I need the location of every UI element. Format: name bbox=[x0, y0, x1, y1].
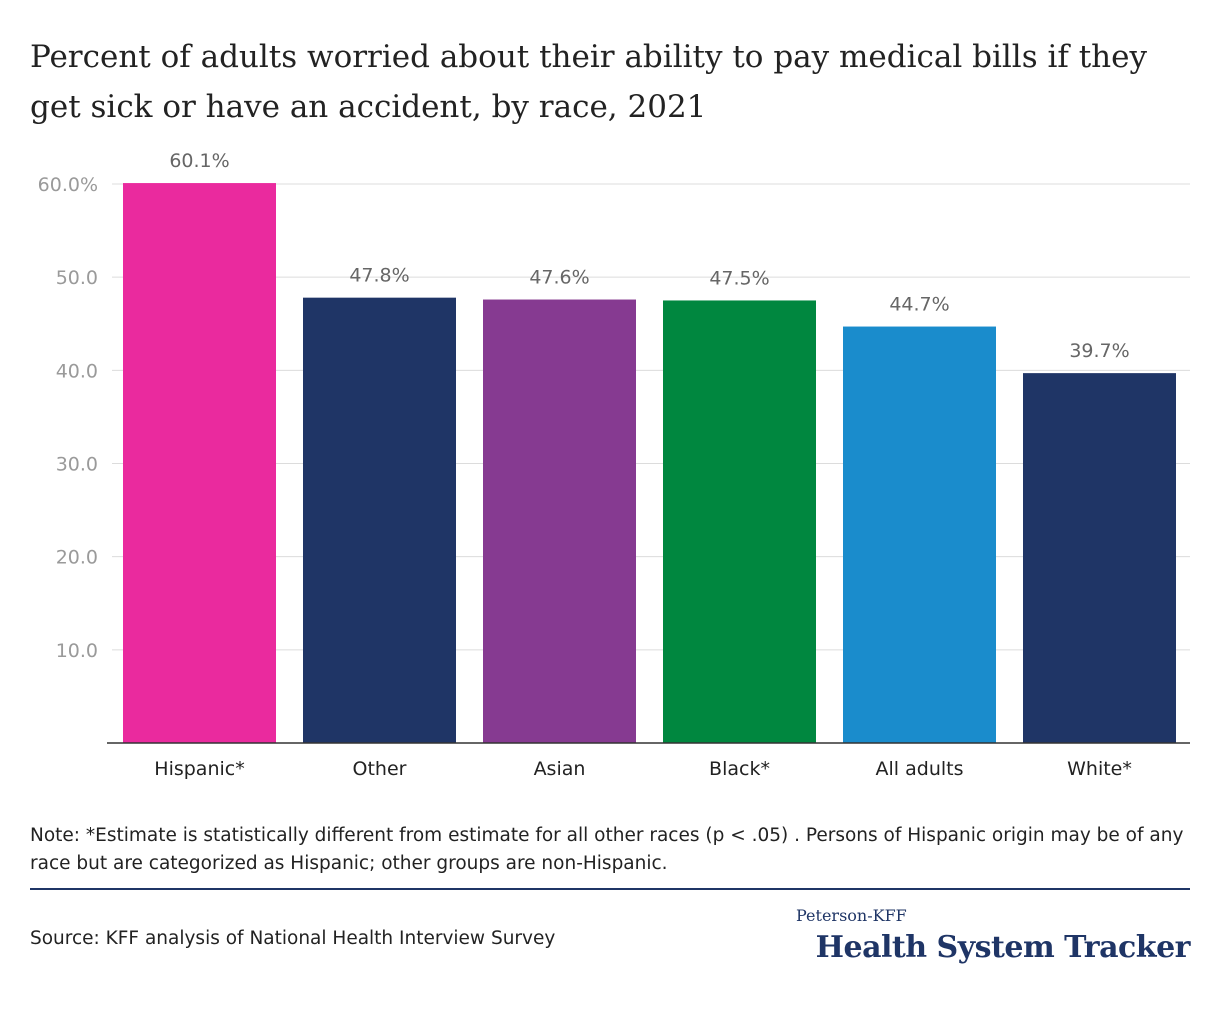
data-label: 47.6% bbox=[529, 267, 589, 289]
data-label: 44.7% bbox=[889, 294, 949, 316]
chart-note: Note: *Estimate is statistically differe… bbox=[30, 825, 1184, 874]
chart-title: Percent of adults worried about their ab… bbox=[30, 39, 1147, 125]
bar bbox=[843, 326, 996, 743]
y-tick-label: 10.0 bbox=[56, 640, 98, 662]
logo-top-line: Peterson-KFF bbox=[796, 906, 907, 925]
brand-logo: Peterson-KFF Health System Tracker bbox=[790, 906, 1191, 976]
bar bbox=[663, 300, 816, 743]
y-tick-label: 60.0% bbox=[38, 174, 98, 196]
data-labels: 60.1% 47.8% 47.6% 47.5% 44.7% 39.7% bbox=[169, 150, 1129, 362]
gridlines bbox=[112, 183, 1190, 651]
x-tick-label: All adults bbox=[876, 758, 964, 780]
data-label: 60.1% bbox=[169, 150, 229, 172]
y-tick-label: 30.0 bbox=[56, 454, 98, 476]
axes: 10.0 20.0 30.0 40.0 50.0 60.0% Hispanic* Other A… bbox=[38, 174, 1190, 780]
y-tick-label: 40.0 bbox=[56, 360, 98, 382]
bar bbox=[1023, 373, 1176, 743]
data-label: 47.5% bbox=[709, 267, 769, 289]
y-tick-label: 50.0 bbox=[56, 267, 98, 289]
data-label: 47.8% bbox=[349, 265, 409, 287]
x-tick-label: Hispanic* bbox=[154, 758, 244, 780]
x-tick-label: White* bbox=[1067, 758, 1132, 780]
x-tick-label: Other bbox=[353, 758, 407, 780]
bar bbox=[303, 297, 456, 743]
bar-chart: 60.1% 47.8% 47.6% 47.5% 44.7% 39.7% 10.0 20.0 3… bbox=[38, 150, 1190, 780]
bar bbox=[123, 183, 276, 743]
chart-source: Source: KFF analysis of National Health … bbox=[30, 928, 556, 949]
x-tick-label: Black* bbox=[709, 758, 770, 780]
x-tick-label: Asian bbox=[534, 758, 586, 780]
data-label: 39.7% bbox=[1069, 340, 1129, 362]
divider bbox=[30, 888, 1190, 890]
y-tick-label: 20.0 bbox=[56, 547, 98, 569]
logo-bottom-line: Health System Tracker bbox=[815, 930, 1191, 965]
bar bbox=[483, 299, 636, 743]
bars bbox=[123, 183, 1176, 743]
